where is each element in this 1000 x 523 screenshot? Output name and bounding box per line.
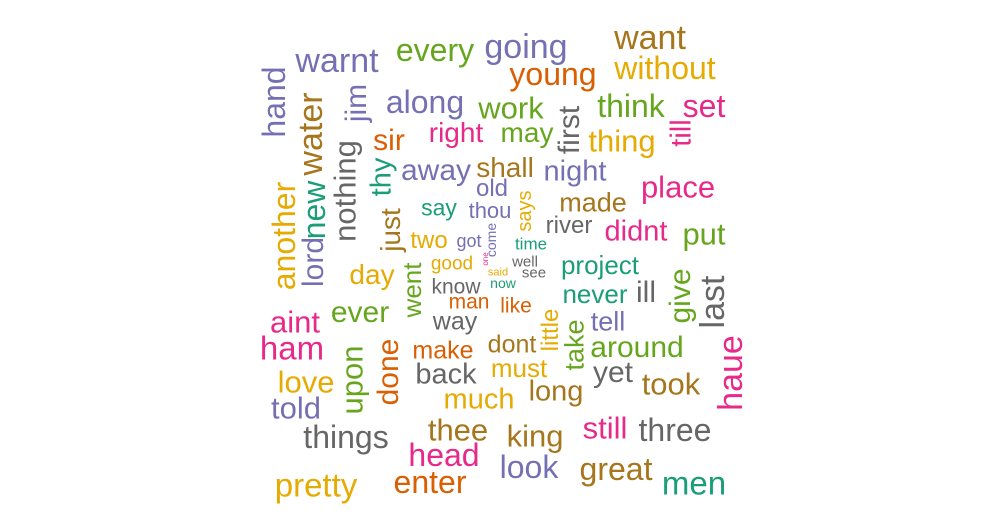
word-much: much [443, 383, 515, 416]
word-done: done [372, 338, 405, 406]
word-pretty: pretty [274, 466, 358, 504]
word-went: went [397, 262, 427, 318]
word-made: made [559, 187, 627, 218]
word-well: well [512, 253, 538, 271]
word-like: like [500, 294, 532, 318]
word-ever: ever [330, 296, 390, 329]
word-long: long [528, 375, 584, 408]
word-man: man [448, 290, 490, 314]
word-thou: thou [468, 198, 512, 223]
word-water: water [292, 92, 330, 176]
word-new: new [296, 180, 332, 240]
word-put: put [682, 216, 726, 252]
word-must: must [490, 353, 548, 383]
word-men: men [661, 464, 727, 502]
word-didnt: didnt [604, 215, 668, 248]
word-thy: thy [365, 157, 398, 197]
word-back: back [415, 358, 477, 391]
word-think: think [597, 88, 665, 124]
word-right: right [428, 117, 484, 148]
word-make: make [412, 336, 474, 365]
word-never: never [562, 279, 628, 309]
word-great: great [579, 451, 653, 487]
word-time: time [514, 234, 548, 254]
word-lord: lord [297, 236, 330, 288]
word-warnt: warnt [295, 42, 379, 80]
word-got: got [456, 231, 482, 251]
word-enter: enter [393, 464, 467, 500]
word-just: just [375, 208, 406, 252]
word-know: know [431, 275, 481, 299]
word-take: take [559, 319, 590, 371]
word-nothing: nothing [327, 140, 363, 242]
word-look: look [499, 449, 559, 485]
word-tell: tell [590, 306, 626, 337]
word-along: along [385, 84, 465, 120]
word-around: around [590, 331, 684, 364]
word-told: told [271, 390, 321, 426]
word-river: river [545, 212, 593, 239]
word-still: still [582, 410, 628, 446]
word-day: day [349, 259, 395, 290]
word-dont: dont [487, 330, 537, 359]
word-work: work [478, 90, 544, 126]
word-old: old [475, 175, 509, 202]
word-give: give [664, 268, 697, 324]
word-may: may [500, 117, 554, 148]
word-young: young [509, 56, 597, 92]
word-shall: shall [476, 152, 534, 183]
word-last: last [694, 275, 732, 329]
word-without: without [614, 50, 716, 86]
word-first: first [553, 105, 586, 155]
word-aint: aint [270, 304, 320, 340]
word-yet: yet [592, 356, 634, 389]
word-ham: ham [259, 329, 325, 367]
word-things: things [303, 419, 389, 455]
word-say: say [421, 194, 457, 221]
word-two: two [410, 227, 448, 254]
word-king: king [506, 418, 564, 454]
word-night: night [543, 155, 607, 188]
word-ill: ill [636, 276, 656, 309]
word-one: one [481, 252, 490, 266]
word-every: every [395, 32, 475, 68]
word-three: three [638, 412, 712, 448]
word-jim: jim [340, 83, 373, 123]
word-head: head [408, 437, 480, 473]
word-project: project [560, 250, 640, 280]
word-haue: haue [712, 335, 750, 411]
word-now: now [490, 275, 516, 291]
word-going: going [484, 28, 568, 66]
word-way: way [432, 307, 478, 336]
word-see: see [521, 264, 547, 282]
word-place: place [640, 169, 716, 205]
word-upon: upon [334, 345, 370, 415]
word-love: love [277, 364, 335, 400]
word-says: says [514, 190, 536, 232]
word-set: set [682, 88, 726, 124]
word-hand: hand [256, 66, 292, 138]
word-good: good [430, 253, 474, 275]
word-till: till [665, 119, 698, 147]
word-took: took [641, 366, 701, 402]
word-away: away [400, 154, 472, 187]
word-sir: sir [373, 124, 405, 157]
word-want: want [614, 19, 686, 57]
word-thee: thee [427, 412, 489, 448]
word-said: said [487, 266, 509, 279]
word-thing: thing [588, 123, 656, 159]
